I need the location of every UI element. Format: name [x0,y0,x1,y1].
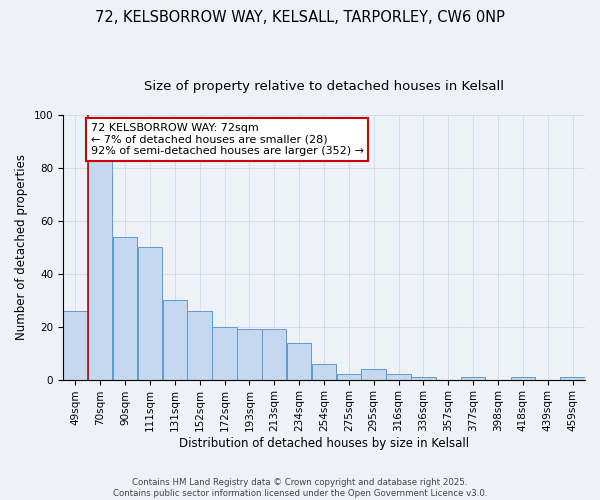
Title: Size of property relative to detached houses in Kelsall: Size of property relative to detached ho… [144,80,504,93]
Bar [361,369,386,380]
Bar [560,377,585,380]
Bar [287,342,311,380]
Bar [212,326,236,380]
Bar [312,364,336,380]
Text: 72, KELSBORROW WAY, KELSALL, TARPORLEY, CW6 0NP: 72, KELSBORROW WAY, KELSALL, TARPORLEY, … [95,10,505,25]
Bar [237,330,262,380]
Bar [461,377,485,380]
Bar [63,311,88,380]
Bar [337,374,361,380]
Bar [511,377,535,380]
Bar [88,158,112,380]
Bar [138,248,162,380]
Text: 72 KELSBORROW WAY: 72sqm
← 7% of detached houses are smaller (28)
92% of semi-de: 72 KELSBORROW WAY: 72sqm ← 7% of detache… [91,123,364,156]
Bar [187,311,212,380]
Y-axis label: Number of detached properties: Number of detached properties [15,154,28,340]
Bar [386,374,411,380]
Bar [411,377,436,380]
Text: Contains HM Land Registry data © Crown copyright and database right 2025.
Contai: Contains HM Land Registry data © Crown c… [113,478,487,498]
X-axis label: Distribution of detached houses by size in Kelsall: Distribution of detached houses by size … [179,437,469,450]
Bar [262,330,286,380]
Bar [163,300,187,380]
Bar [113,236,137,380]
